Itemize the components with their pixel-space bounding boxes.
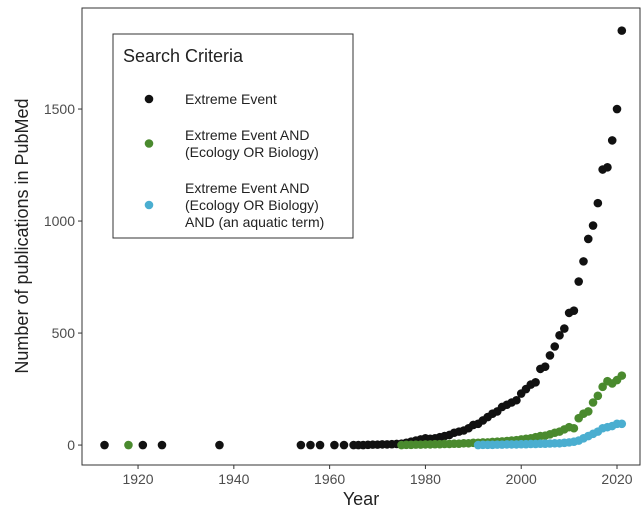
x-tick-label: 2000 (506, 471, 537, 487)
plot-frame (81, 7, 641, 466)
legend: Search Criteria Extreme Event Extreme Even… (112, 33, 354, 239)
point (296, 440, 306, 450)
y-tick-label: 0 (67, 437, 75, 453)
x-tick-label: 1940 (218, 471, 249, 487)
point (612, 104, 622, 114)
point (330, 440, 339, 450)
point (315, 440, 325, 450)
point (100, 440, 109, 450)
point (569, 423, 579, 433)
y-tick-label: 1000 (44, 213, 75, 229)
point (157, 440, 167, 450)
legend-label: Extreme Event (185, 91, 277, 107)
y-tick-label: 500 (52, 325, 76, 341)
point (583, 234, 593, 244)
point (545, 351, 555, 360)
x-tick-label: 1980 (410, 471, 441, 487)
point (560, 324, 569, 333)
point (569, 306, 579, 315)
point (617, 26, 627, 35)
point (607, 136, 617, 145)
point (588, 221, 598, 230)
point (574, 277, 583, 286)
x-tick-label: 1920 (122, 471, 153, 487)
legend-marker (144, 200, 154, 210)
point (583, 407, 593, 416)
point (593, 198, 603, 208)
point (617, 371, 627, 380)
point (124, 440, 133, 450)
x-axis-title: Year (343, 489, 379, 509)
point (339, 440, 349, 450)
point (588, 398, 598, 407)
point (540, 362, 550, 371)
point (593, 391, 603, 401)
point (138, 440, 148, 450)
x-tick-label: 1960 (314, 471, 345, 487)
point (215, 440, 224, 450)
point (512, 395, 521, 405)
point (555, 330, 564, 340)
legend-label: Extreme Event AND (Ecology OR Biology) (185, 127, 319, 160)
legend-marker (144, 94, 154, 104)
point (598, 382, 607, 392)
legend-marker (144, 139, 154, 148)
legend-label: Extreme Event AND (Ecology OR Biology) AND… (185, 180, 324, 230)
y-axis-title: Number of publications in PubMed (12, 98, 32, 373)
x-tick-label: 2020 (601, 471, 632, 487)
point (306, 440, 315, 450)
y-tick-label: 1500 (44, 101, 75, 117)
point (579, 257, 588, 266)
point (531, 378, 540, 387)
point (617, 419, 627, 429)
point (550, 342, 560, 351)
point (603, 162, 612, 172)
legend-title: Search Criteria (123, 46, 244, 66)
